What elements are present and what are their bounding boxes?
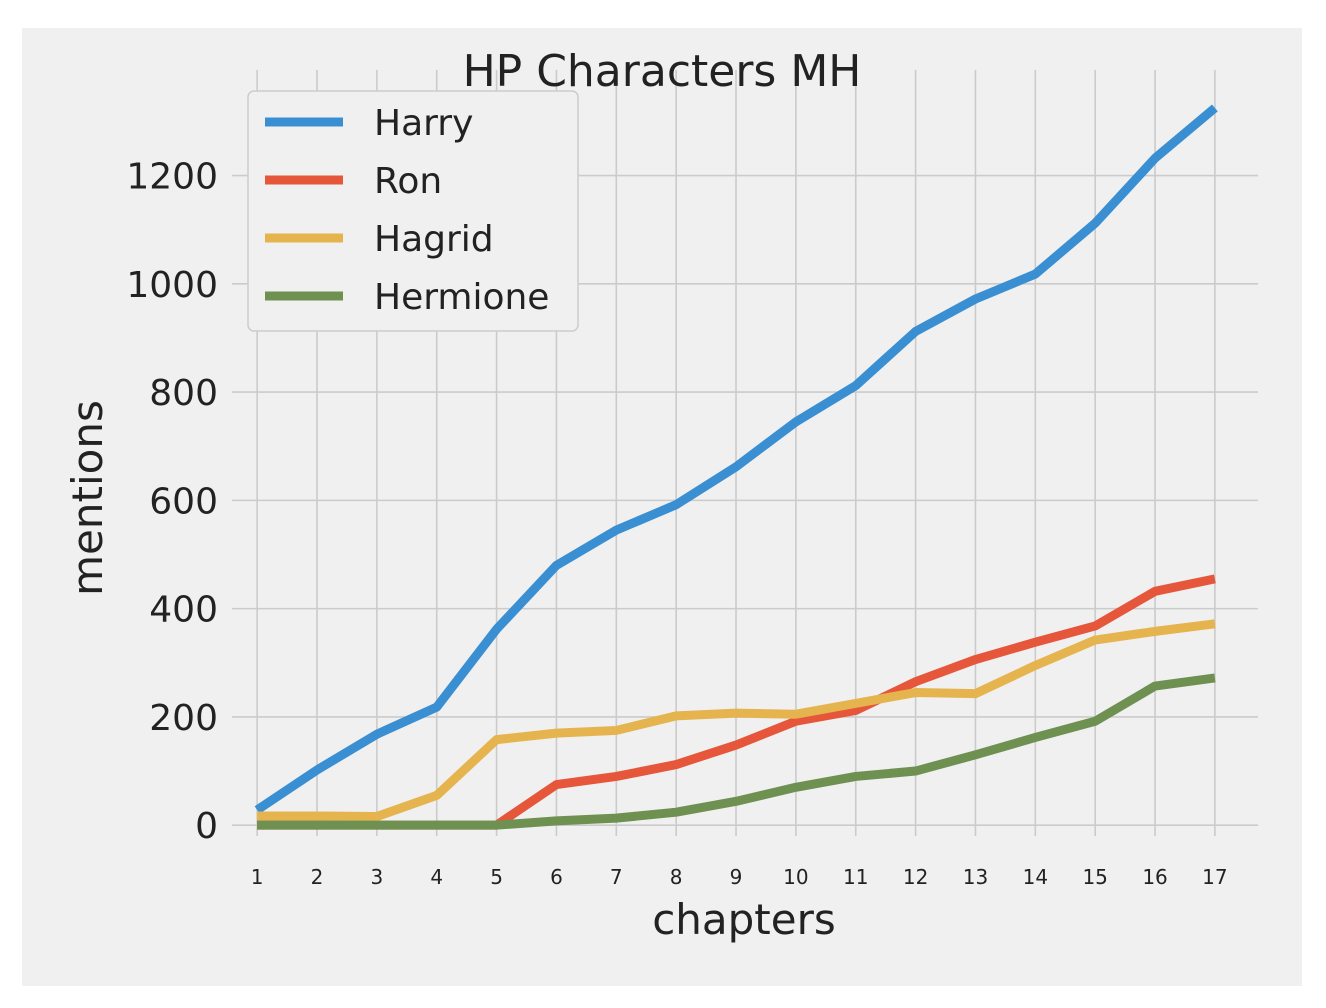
y-tick-label: 200 xyxy=(149,698,218,739)
legend-label-ron: Ron xyxy=(374,161,442,202)
chart-figure: 1 2 3 4 5 6 7 8 9 10 11 12 13 14 15 16 17 0 200 400 600 800 10… xyxy=(22,28,1302,986)
legend-label-harry: Harry xyxy=(374,103,473,144)
y-tick-label: 400 xyxy=(149,590,218,631)
x-tick-label: 8 xyxy=(670,865,683,889)
x-tick-label: 17 xyxy=(1202,865,1227,889)
series-lines xyxy=(254,104,1218,830)
x-tick-label: 10 xyxy=(783,865,808,889)
y-tick-label: 800 xyxy=(149,373,218,414)
x-tick-label: 7 xyxy=(610,865,623,889)
y-tick-label: 1000 xyxy=(126,265,218,306)
legend-label-hagrid: Hagrid xyxy=(374,219,494,260)
y-tick-label: 600 xyxy=(149,481,218,522)
series-line-hermione xyxy=(257,673,1216,830)
line-chart: 1 2 3 4 5 6 7 8 9 10 11 12 13 14 15 16 17020040060080010… xyxy=(63,46,1258,944)
x-tick-label: 11 xyxy=(843,865,868,889)
x-tick-label: 5 xyxy=(490,865,503,889)
x-tick-label: 14 xyxy=(1023,865,1048,889)
series-line-hagrid xyxy=(257,619,1216,822)
y-tick-label: 1200 xyxy=(126,157,218,198)
x-axis-label: chapters xyxy=(652,895,836,944)
x-tick-label: 6 xyxy=(550,865,563,889)
y-axis-label: mentions xyxy=(63,400,112,596)
legend-box xyxy=(247,90,579,332)
y-tick-label: 0 xyxy=(195,806,218,847)
chart-title: HP Characters MH xyxy=(463,46,862,97)
x-tick-label: 3 xyxy=(370,865,383,889)
tick-labels: 1 2 3 4 5 6 7 8 9 10 11 12 13 14 15 16 17020040060080010… xyxy=(126,157,1227,889)
x-tick-label: 9 xyxy=(730,865,743,889)
legend-label-hermione: Hermione xyxy=(374,277,549,318)
x-tick-label: 13 xyxy=(963,865,988,889)
x-tick-label: 4 xyxy=(430,865,443,889)
series-line-harry xyxy=(254,104,1218,814)
x-tick-label: 16 xyxy=(1142,865,1167,889)
x-tick-label: 1 xyxy=(251,865,264,889)
legend: Harry Ron Hagrid Hermione xyxy=(247,90,579,332)
x-tick-label: 12 xyxy=(903,865,928,889)
x-tick-label: 2 xyxy=(311,865,324,889)
x-tick-label: 15 xyxy=(1082,865,1107,889)
